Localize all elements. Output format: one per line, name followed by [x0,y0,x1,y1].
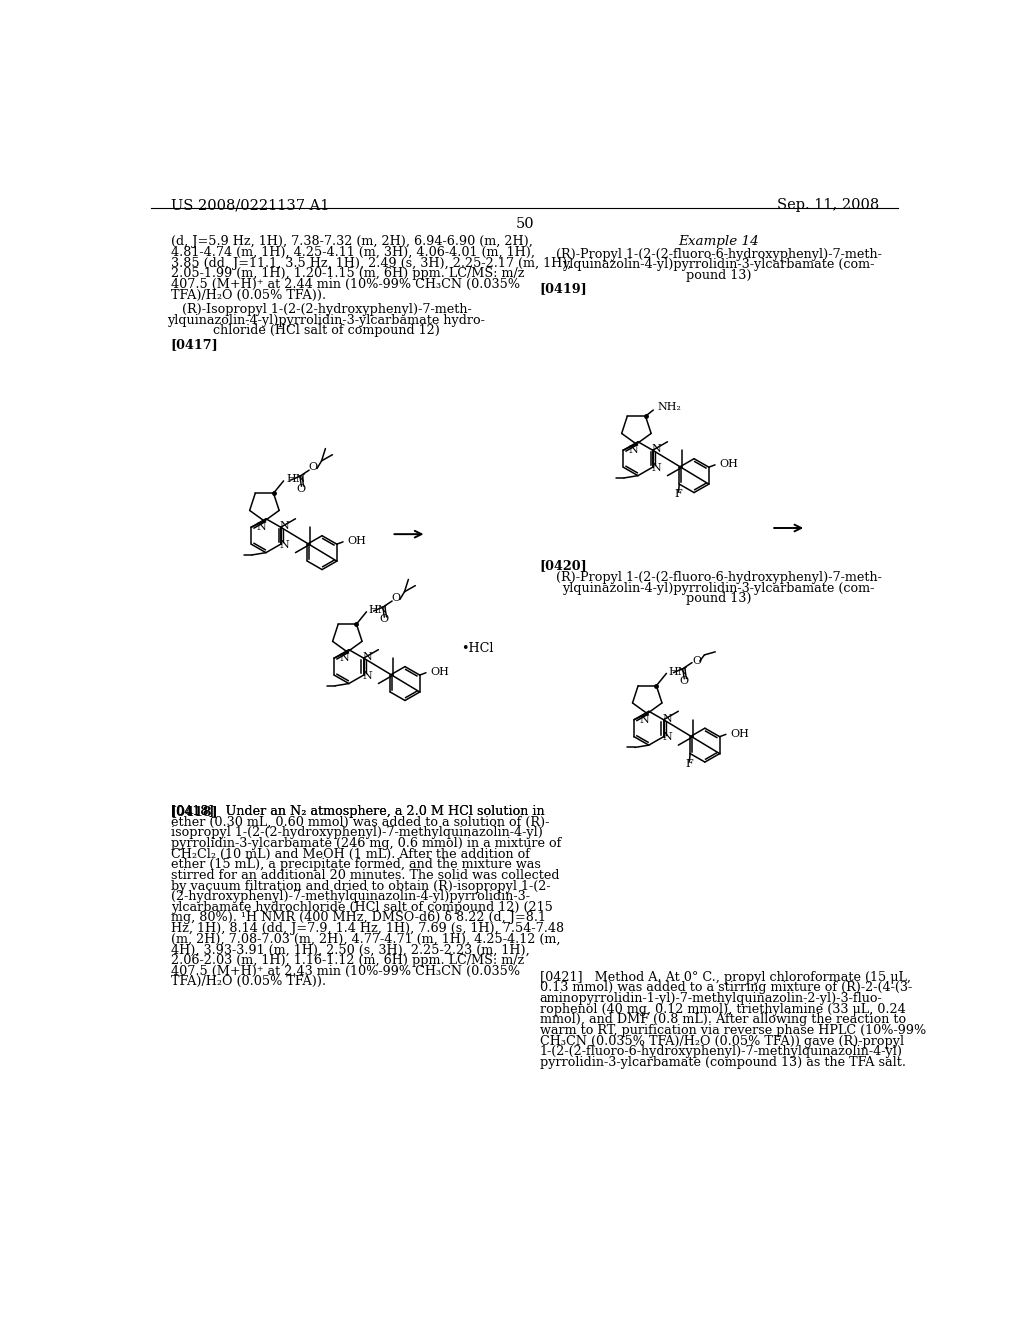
Text: US 2008/0221137 A1: US 2008/0221137 A1 [171,198,329,213]
Text: NH₂: NH₂ [657,403,682,412]
Text: 407.5 (M+H)⁺ at 2.44 min (10%-99% CH₃CN (0.035%: 407.5 (M+H)⁺ at 2.44 min (10%-99% CH₃CN … [171,279,520,290]
Text: rophenol (40 mg, 0.12 mmol), triethylamine (33 μL, 0.24: rophenol (40 mg, 0.12 mmol), triethylami… [540,1003,905,1015]
Text: ether (0.30 mL, 0.60 mmol) was added to a solution of (R)-: ether (0.30 mL, 0.60 mmol) was added to … [171,816,549,829]
Text: ylquinazolin-4-yl)pyrrolidin-3-ylcarbamate hydro-: ylquinazolin-4-yl)pyrrolidin-3-ylcarbama… [168,314,485,326]
Text: N: N [629,445,638,455]
Text: 2.06-2.03 (m, 1H), 1.16-1.12 (m, 6H) ppm. LC/MS: m/z: 2.06-2.03 (m, 1H), 1.16-1.12 (m, 6H) ppm… [171,954,524,968]
Text: N: N [280,521,290,532]
Text: CH₂Cl₂ (10 mL) and MeOH (1 mL). After the addition of: CH₂Cl₂ (10 mL) and MeOH (1 mL). After th… [171,847,529,861]
Text: N: N [362,671,373,681]
Text: 3.85 (dd, J=11.1, 3.5 Hz, 1H), 2.49 (s, 3H), 2.25-2.17 (m, 1H),: 3.85 (dd, J=11.1, 3.5 Hz, 1H), 2.49 (s, … [171,256,571,269]
Text: [0419]: [0419] [540,282,588,296]
Text: mg, 80%). ¹H NMR (400 MHz, DMSO-d6) δ 8.22 (d, J=8.1: mg, 80%). ¹H NMR (400 MHz, DMSO-d6) δ 8.… [171,911,546,924]
Text: O: O [679,676,688,686]
Text: ether (15 mL), a precipitate formed, and the mixture was: ether (15 mL), a precipitate formed, and… [171,858,541,871]
Text: TFA)/H₂O (0.05% TFA)).: TFA)/H₂O (0.05% TFA)). [171,975,326,989]
Text: pound 13): pound 13) [686,593,752,606]
Text: [0421]   Method A. At 0° C., propyl chloroformate (15 μL,: [0421] Method A. At 0° C., propyl chloro… [540,970,910,983]
Text: HN: HN [669,667,688,677]
Text: [0418]   Under an N₂ atmosphere, a 2.0 M HCl solution in: [0418] Under an N₂ atmosphere, a 2.0 M H… [171,805,544,818]
Text: TFA)/H₂O (0.05% TFA)).: TFA)/H₂O (0.05% TFA)). [171,289,326,301]
Text: N: N [663,733,673,742]
Text: (2-hydroxyphenyl)-7-methylquinazolin-4-yl)pyrrolidin-3-: (2-hydroxyphenyl)-7-methylquinazolin-4-y… [171,890,529,903]
Text: N: N [639,714,649,725]
Text: isopropyl 1-(2-(2-hydroxyphenyl)-7-methylquinazolin-4-yl): isopropyl 1-(2-(2-hydroxyphenyl)-7-methy… [171,826,543,840]
Text: pound 13): pound 13) [686,269,752,282]
Text: N: N [663,714,673,723]
Text: OH: OH [730,729,750,739]
Text: (R)-Propyl 1-(2-(2-fluoro-6-hydroxyphenyl)-7-meth-: (R)-Propyl 1-(2-(2-fluoro-6-hydroxypheny… [556,572,882,585]
Text: O: O [296,483,305,494]
Text: N: N [339,653,349,663]
Text: F: F [675,490,682,499]
Text: 4.81-4.74 (m, 1H), 4.25-4.11 (m, 3H), 4.06-4.01 (m, 1H),: 4.81-4.74 (m, 1H), 4.25-4.11 (m, 3H), 4.… [171,246,535,259]
Text: warm to RT, purification via reverse phase HPLC (10%-99%: warm to RT, purification via reverse pha… [540,1024,926,1038]
Text: OH: OH [720,459,738,469]
Text: O: O [692,656,701,667]
Text: HN: HN [369,606,388,615]
Text: stirred for an additional 20 minutes. The solid was collected: stirred for an additional 20 minutes. Th… [171,869,559,882]
Text: CH₃CN (0.035% TFA)/H₂O (0.05% TFA)) gave (R)-propyl: CH₃CN (0.035% TFA)/H₂O (0.05% TFA)) gave… [540,1035,903,1048]
Text: [0417]: [0417] [171,338,218,351]
Text: F: F [685,759,693,768]
Text: Example 14: Example 14 [678,235,759,248]
Text: N: N [651,463,662,473]
Text: O: O [308,462,317,473]
Text: N: N [280,540,290,550]
Text: Hz, 1H), 8.14 (dd, J=7.9, 1.4 Hz, 1H), 7.69 (s, 1H), 7.54-7.48: Hz, 1H), 8.14 (dd, J=7.9, 1.4 Hz, 1H), 7… [171,923,564,935]
Text: (d, J=5.9 Hz, 1H), 7.38-7.32 (m, 2H), 6.94-6.90 (m, 2H),: (d, J=5.9 Hz, 1H), 7.38-7.32 (m, 2H), 6.… [171,235,532,248]
Text: aminopyrrolidin-1-yl)-7-methylquinazolin-2-yl)-3-fluo-: aminopyrrolidin-1-yl)-7-methylquinazolin… [540,993,883,1005]
Text: [0418]: [0418] [171,805,218,818]
Text: O: O [379,615,388,624]
Text: 407.5 (M+H)⁺ at 2.43 min (10%-99% CH₃CN (0.035%: 407.5 (M+H)⁺ at 2.43 min (10%-99% CH₃CN … [171,965,520,978]
Text: pyrrolidin-3-ylcarbamate (246 mg, 0.6 mmol) in a mixture of: pyrrolidin-3-ylcarbamate (246 mg, 0.6 mm… [171,837,561,850]
Text: ylquinazolin-4-yl)pyrrolidin-3-ylcarbamate (com-: ylquinazolin-4-yl)pyrrolidin-3-ylcarbama… [562,582,874,595]
Text: mmol), and DMF (0.8 mL). After allowing the reaction to: mmol), and DMF (0.8 mL). After allowing … [540,1014,905,1026]
Text: 50: 50 [515,216,535,231]
Text: 2.05-1.99 (m, 1H), 1.20-1.15 (m, 6H) ppm. LC/MS: m/z: 2.05-1.99 (m, 1H), 1.20-1.15 (m, 6H) ppm… [171,267,524,280]
Text: [0418]   Under an N₂ atmosphere, a 2.0 M HCl solution in: [0418] Under an N₂ atmosphere, a 2.0 M H… [171,805,544,818]
Text: chloride (HCl salt of compound 12): chloride (HCl salt of compound 12) [213,325,440,337]
Text: ylquinazolin-4-yl)pyrrolidin-3-ylcarbamate (com-: ylquinazolin-4-yl)pyrrolidin-3-ylcarbama… [562,259,874,272]
Text: 4H), 3.93-3.91 (m, 1H), 2.50 (s, 3H), 2.25-2.23 (m, 1H),: 4H), 3.93-3.91 (m, 1H), 2.50 (s, 3H), 2.… [171,944,529,956]
Text: N: N [256,523,266,532]
Text: O: O [391,593,400,603]
Text: ylcarbamate hydrochloride (HCl salt of compound 12) (215: ylcarbamate hydrochloride (HCl salt of c… [171,900,553,913]
Text: pyrrolidin-3-ylcarbamate (compound 13) as the TFA salt.: pyrrolidin-3-ylcarbamate (compound 13) a… [540,1056,905,1069]
Text: by vacuum filtration and dried to obtain (R)-isopropyl 1-(2-: by vacuum filtration and dried to obtain… [171,879,550,892]
Text: (R)-Propyl 1-(2-(2-fluoro-6-hydroxyphenyl)-7-meth-: (R)-Propyl 1-(2-(2-fluoro-6-hydroxypheny… [556,248,882,261]
Text: 0.13 mmol) was added to a stirring mixture of (R)-2-(4-(3-: 0.13 mmol) was added to a stirring mixtu… [540,981,911,994]
Text: OH: OH [348,536,367,546]
Text: N: N [362,652,373,663]
Text: 1-(2-(2-fluoro-6-hydroxyphenyl)-7-methylquinazolin-4-yl): 1-(2-(2-fluoro-6-hydroxyphenyl)-7-methyl… [540,1045,902,1059]
Text: Sep. 11, 2008: Sep. 11, 2008 [777,198,879,213]
Text: (R)-Isopropyl 1-(2-(2-hydroxyphenyl)-7-meth-: (R)-Isopropyl 1-(2-(2-hydroxyphenyl)-7-m… [181,304,471,315]
Text: HN: HN [286,474,305,484]
Text: OH: OH [431,667,450,677]
Text: N: N [651,445,662,454]
Text: [0420]: [0420] [540,558,588,572]
Text: •HCl: •HCl [461,642,494,655]
Text: (m, 2H), 7.08-7.03 (m, 2H), 4.77-4.71 (m, 1H), 4.25-4.12 (m,: (m, 2H), 7.08-7.03 (m, 2H), 4.77-4.71 (m… [171,933,560,945]
